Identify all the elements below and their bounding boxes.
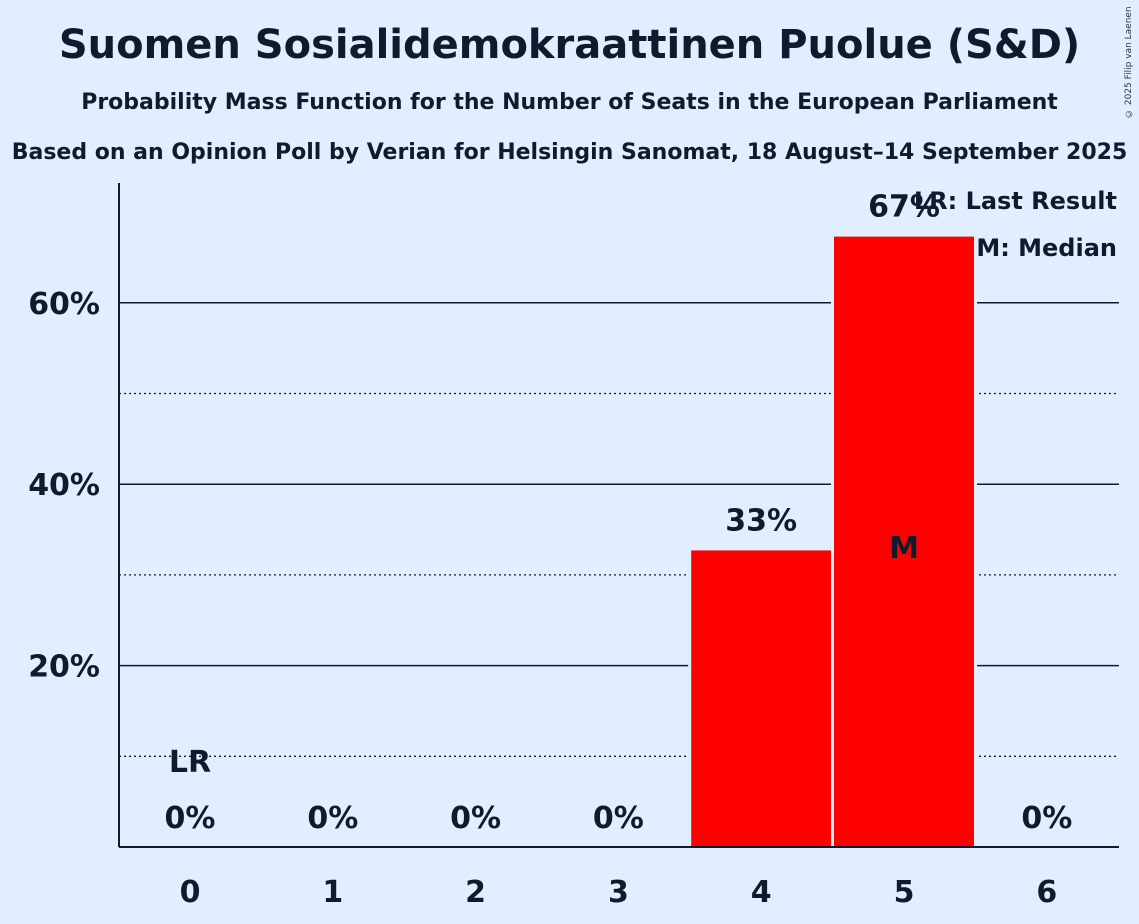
x-tick-label: 0 [180,875,201,910]
x-tick-label: 3 [608,875,629,910]
bar-value-label: 0% [450,801,501,836]
bar-value-label: 0% [165,801,216,836]
x-tick-label: 6 [1036,875,1057,910]
x-tick-label: 4 [751,875,772,910]
y-tick-label: 20% [28,650,100,685]
x-tick-label: 5 [894,875,915,910]
bar-value-label: 33% [725,503,797,538]
bar-seats-5 [834,236,974,848]
y-tick-label: 60% [28,287,100,322]
bar-seats-4 [691,550,832,847]
bar-value-label: 0% [307,801,358,836]
chart-source-note: Based on an Opinion Poll by Verian for H… [11,140,1128,165]
y-tick-label: 40% [28,468,100,503]
bar-value-label: 0% [1021,801,1072,836]
chart-subtitle: Probability Mass Function for the Number… [81,90,1058,115]
chart-title: Suomen Sosialidemokraattinen Puolue (S&D… [58,22,1081,68]
x-tick-label: 1 [322,875,343,910]
median-marker: M [889,531,919,566]
last-result-marker: LR [169,745,211,780]
x-tick-label: 2 [465,875,486,910]
bar-value-label: 67% [868,190,940,225]
legend-entry: M: Median [976,234,1117,262]
legend-entry: LR: Last Result [914,187,1117,215]
bar-value-label: 0% [593,801,644,836]
